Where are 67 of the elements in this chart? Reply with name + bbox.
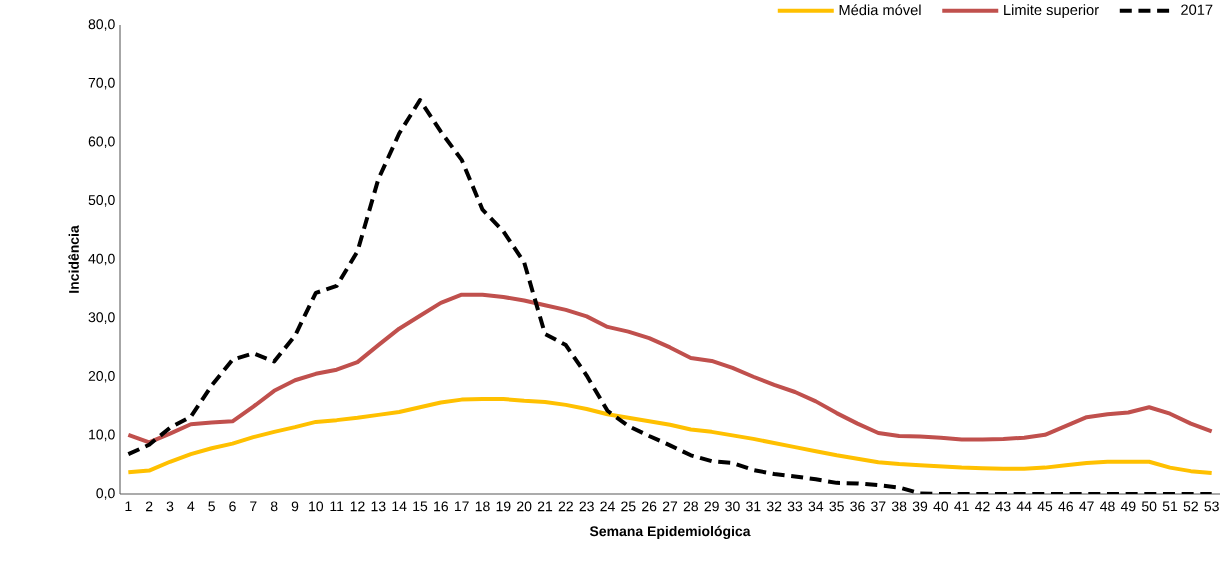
x-tick-label: 20 [517, 501, 532, 512]
x-tick-label: 39 [912, 501, 928, 512]
legend-label: Média móvel [839, 4, 921, 16]
x-tick-label: 16 [434, 501, 449, 512]
y-tick-label: 40,0 [88, 253, 115, 266]
x-tick-label: 10 [309, 501, 324, 512]
x-tick-label: 34 [808, 501, 824, 512]
x-tick-label: 23 [579, 501, 594, 512]
y-tick-label: 0,0 [96, 488, 115, 500]
x-tick-label: 6 [229, 501, 236, 512]
x-tick-label: 44 [1016, 501, 1032, 512]
x-tick-label: 41 [954, 501, 969, 512]
legend-label: Limite superior [1004, 4, 1099, 18]
x-tick-label: 51 [1162, 501, 1178, 512]
x-tick-label: 27 [662, 501, 678, 512]
x-tick-label: 53 [1204, 501, 1219, 512]
x-tick-label: 17 [454, 501, 469, 512]
x-tick-label: 22 [558, 501, 573, 512]
x-tick-label: 4 [187, 501, 195, 512]
x-tick-label: 8 [270, 501, 278, 512]
x-tick-label: 32 [766, 501, 782, 512]
x-tick-label: 33 [787, 501, 803, 512]
x-tick-label: 25 [621, 501, 636, 512]
y-tick-label: 70,0 [88, 77, 115, 90]
x-tick-label: 47 [1079, 501, 1094, 512]
x-tick-label: 35 [829, 501, 844, 512]
x-tick-label: 43 [995, 501, 1011, 512]
x-tick-label: 13 [371, 501, 386, 512]
x-axis-title: Semana Epidemiológica [589, 525, 751, 540]
x-tick-label: 30 [725, 501, 740, 512]
y-tick-label: 20,0 [88, 370, 115, 383]
x-tick-label: 24 [600, 501, 615, 512]
x-tick-label: 14 [392, 501, 407, 512]
x-tick-label: 37 [871, 501, 886, 512]
x-tick-label: 5 [208, 501, 215, 512]
y-tick-label: 80,0 [88, 19, 115, 31]
x-tick-label: 15 [413, 501, 428, 512]
x-tick-label: 1 [125, 501, 132, 512]
x-tick-label: 3 [166, 501, 174, 512]
x-tick-label: 2 [145, 501, 153, 512]
x-tick-label: 42 [975, 501, 990, 512]
x-tick-label: 18 [475, 501, 490, 512]
y-axis-title: Incidência [68, 225, 79, 293]
x-tick-label: 29 [704, 501, 719, 512]
x-tick-label: 49 [1120, 501, 1136, 512]
x-tick-label: 45 [1037, 501, 1053, 512]
x-tick-label: 36 [850, 501, 865, 512]
x-tick-label: 7 [250, 501, 257, 512]
x-tick-label: 12 [350, 501, 365, 512]
x-tick-label: 40 [933, 501, 949, 512]
x-tick-label: 9 [291, 501, 299, 512]
y-tick-label: 60,0 [88, 136, 115, 149]
x-tick-label: 28 [683, 501, 699, 512]
y-tick-label: 50,0 [88, 195, 115, 207]
x-tick-label: 38 [891, 501, 907, 512]
x-tick-label: 19 [496, 501, 511, 512]
x-tick-label: 31 [746, 501, 761, 512]
x-tick-label: 52 [1183, 501, 1198, 512]
y-tick-label: 10,0 [89, 429, 115, 442]
y-tick-label: 30,0 [88, 312, 115, 324]
x-tick-label: 46 [1058, 501, 1074, 512]
x-tick-label: 21 [537, 501, 553, 512]
x-tick-label: 48 [1100, 501, 1115, 512]
legend-label: 2017 [1181, 4, 1213, 15]
x-tick-label: 50 [1141, 501, 1157, 512]
x-tick-label: 26 [642, 501, 657, 512]
x-tick-label: 11 [330, 501, 344, 512]
